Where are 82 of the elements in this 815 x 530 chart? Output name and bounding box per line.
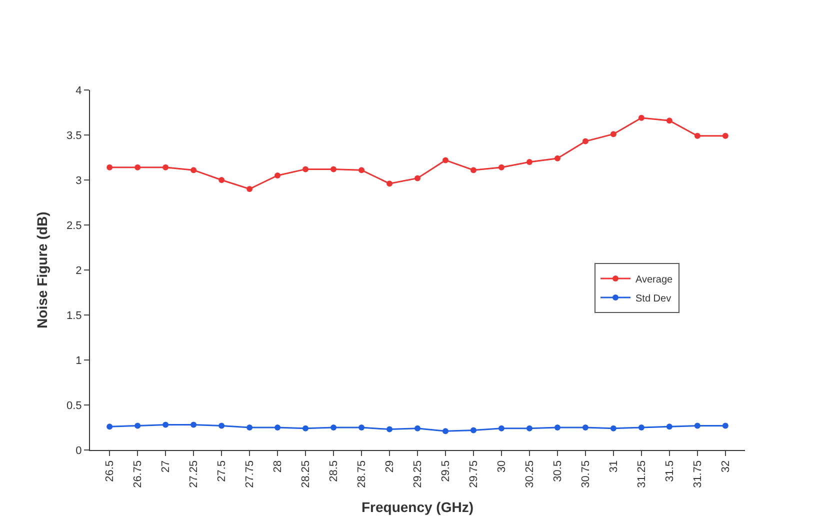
point (610, 131, 616, 138)
x-tick-label: 29.75 (468, 460, 480, 488)
y-tick-label: 0.5 (66, 400, 82, 412)
point (722, 132, 728, 139)
x-tick-label: 30.75 (580, 460, 592, 488)
x-tick-label: 30.25 (524, 460, 536, 488)
point (638, 114, 644, 121)
y-tick-label: 3 (76, 174, 82, 187)
point (358, 424, 365, 430)
point (218, 177, 225, 183)
x-axis-title: Frequency (GHz) (361, 499, 474, 516)
point (106, 164, 113, 170)
point (610, 425, 616, 432)
point (442, 157, 448, 164)
point (498, 164, 504, 170)
x-tick-label: 28.5 (328, 460, 340, 482)
x-tick-label: 26.75 (132, 460, 144, 488)
y-tick-label: 3.5 (66, 130, 82, 142)
point (358, 167, 365, 174)
point (470, 427, 476, 434)
x-tick-label: 30.5 (552, 460, 564, 482)
y-tick-label: 2.5 (66, 220, 82, 232)
point (722, 422, 728, 429)
point (386, 180, 393, 187)
x-tick-label: 28.25 (300, 460, 312, 488)
x-tick-label: 31.25 (636, 460, 648, 488)
x-tick-label: 28.75 (356, 460, 368, 488)
point (526, 159, 532, 165)
point (442, 428, 448, 434)
point (246, 186, 253, 192)
x-tick-label: 27.5 (216, 460, 228, 482)
point (694, 132, 700, 139)
x-tick-label: 27.25 (188, 460, 200, 488)
point (274, 172, 281, 178)
x-tick-label: 31.5 (664, 460, 676, 482)
y-tick-label: 0 (76, 444, 82, 457)
point (134, 164, 141, 170)
x-tick-label: 27.75 (244, 460, 256, 488)
point (106, 424, 113, 430)
point (414, 175, 420, 182)
x-tick-label: 29.25 (412, 460, 424, 488)
x-tick-label: 30 (496, 460, 508, 473)
y-tick-label: 2 (76, 264, 82, 277)
point (162, 164, 169, 170)
point (190, 167, 197, 174)
point (302, 166, 309, 172)
point (302, 425, 309, 432)
x-tick-label: 32 (720, 460, 732, 473)
point (330, 166, 337, 172)
point (526, 425, 532, 432)
x-tick-label: 31.75 (692, 460, 704, 488)
x-tick-label: 26.5 (104, 460, 116, 482)
point (638, 424, 644, 430)
point (554, 155, 560, 162)
x-tick-label: 27 (160, 460, 172, 473)
point (218, 422, 225, 429)
point (414, 425, 420, 432)
legend-label: Std Dev (636, 293, 672, 304)
y-tick-label: 4 (76, 84, 82, 97)
point (274, 424, 281, 430)
point (330, 424, 337, 430)
x-tick-label: 29.5 (440, 460, 452, 482)
x-tick-label: 31 (608, 460, 620, 473)
point (134, 422, 141, 429)
point (190, 422, 197, 428)
point (582, 138, 588, 144)
point (554, 424, 560, 430)
point (162, 422, 169, 428)
point (666, 424, 672, 430)
y-tick-label: 1.5 (66, 310, 82, 322)
x-tick-label: 28 (272, 460, 284, 473)
point (694, 422, 700, 429)
point (582, 424, 588, 430)
point (498, 425, 504, 432)
y-tick-label: 1 (76, 354, 82, 367)
point (246, 424, 253, 430)
legend-label: Average (636, 274, 674, 286)
point (666, 118, 672, 124)
y-axis-title: Noise Figure (dB) (34, 212, 50, 328)
point (470, 167, 476, 174)
x-tick-label: 29 (384, 460, 396, 473)
point (386, 426, 393, 432)
